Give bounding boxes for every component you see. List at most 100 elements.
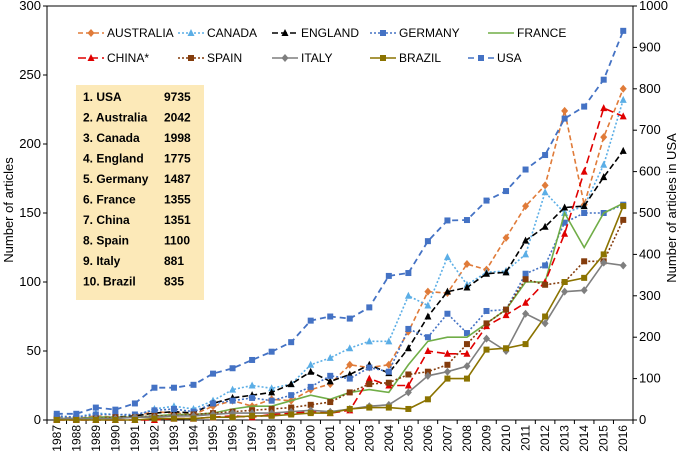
data-point-usa [483, 197, 490, 204]
data-point-australia [619, 84, 627, 93]
data-point-england [561, 203, 569, 211]
data-point-spain [346, 389, 353, 396]
legend-marker-italy [281, 54, 289, 62]
data-point-spain [581, 258, 588, 265]
series-usa [53, 27, 627, 417]
data-point-brazil [463, 375, 470, 382]
data-point-spain [444, 361, 451, 368]
y-axis-left-title: Number of articles [1, 157, 16, 263]
ranking-label: 4. England [83, 152, 144, 166]
data-point-canada [229, 385, 237, 393]
ranking-label: 5. Germany [83, 172, 149, 186]
data-point-usa [288, 339, 295, 346]
ranking-label: 3. Canada [83, 131, 140, 145]
data-point-usa [151, 384, 158, 391]
data-point-brazil [346, 405, 353, 412]
data-point-usa [229, 365, 236, 372]
data-point-germany [346, 375, 353, 382]
data-point-italy [522, 309, 530, 318]
data-point-brazil [542, 313, 549, 320]
legend-marker-usa [478, 55, 484, 61]
legend-item-france: FRANCE [488, 26, 566, 40]
data-point-china [580, 167, 588, 175]
data-point-china [502, 311, 510, 319]
data-point-england [404, 344, 412, 352]
legend-label-england: ENGLAND [301, 26, 359, 40]
x-tick-label: 1999 [284, 425, 298, 452]
x-tick-label: 2016 [616, 425, 630, 452]
y-axis-right-title: Number of articles in USA [664, 133, 679, 283]
legend-item-england: ENGLAND [272, 26, 359, 40]
data-point-italy [600, 258, 608, 267]
x-tick-label: 2015 [597, 425, 611, 452]
x-tick-label: 2006 [421, 425, 435, 452]
ranking-label: 10. Brazil [83, 275, 136, 289]
data-point-brazil [600, 251, 607, 258]
ranking-box: 1. USA 9735 2. Australia 2042 3. Canada 1998 4… [76, 85, 204, 300]
data-point-australia [424, 287, 432, 296]
x-tick-label: 2005 [401, 425, 415, 452]
legend-item-spain: SPAIN [178, 51, 242, 65]
data-point-brazil [385, 404, 392, 411]
y-left-tick-label: 0 [34, 412, 41, 427]
y-right-tick-label: 200 [639, 329, 661, 344]
series-line-england [56, 150, 624, 420]
data-point-england [619, 146, 627, 154]
data-point-brazil [73, 417, 80, 423]
data-point-usa [620, 27, 627, 34]
data-point-canada [365, 337, 373, 345]
legend-marker-germany [380, 30, 386, 36]
ranking-value: 1100 [164, 234, 190, 248]
data-point-germany [444, 310, 451, 317]
data-point-canada [424, 301, 432, 309]
data-point-england [522, 236, 530, 244]
data-point-usa [249, 356, 256, 363]
legend-label-australia: AUSTRALIA [107, 26, 174, 40]
data-point-usa [190, 381, 197, 388]
ranking-label: 6. France [83, 193, 136, 207]
x-tick-label: 1989 [89, 425, 103, 452]
data-point-australia [600, 133, 608, 142]
data-point-germany [385, 368, 392, 375]
data-point-england [541, 222, 549, 230]
y-left-tick-label: 300 [19, 0, 41, 13]
data-point-germany [92, 411, 99, 418]
legend-label-spain: SPAIN [207, 51, 242, 65]
data-point-usa [210, 370, 217, 377]
y-left-tick-label: 100 [19, 274, 41, 289]
data-point-canada [346, 344, 354, 352]
legend-marker-brazil [380, 55, 386, 61]
ranking-value: 2042 [164, 111, 191, 125]
data-point-china [522, 298, 530, 306]
data-point-england [600, 173, 608, 181]
data-point-spain [424, 368, 431, 375]
data-point-germany [249, 394, 256, 401]
y-right-tick-label: 1000 [639, 0, 668, 13]
data-point-china [424, 347, 432, 354]
data-point-australia [541, 181, 549, 190]
data-point-brazil [53, 417, 60, 423]
data-point-spain [327, 399, 334, 406]
data-point-spain [366, 381, 373, 388]
data-point-italy [561, 287, 569, 296]
data-point-canada [541, 188, 549, 196]
data-point-brazil [249, 412, 256, 419]
legend-marker-england [281, 29, 289, 36]
data-point-england [483, 269, 490, 277]
data-point-italy [541, 319, 549, 328]
data-point-canada [443, 253, 451, 261]
axes: 0 50 100 150 200 250 300 0 100 200 300 400 500 600 700… [19, 0, 668, 452]
data-point-china [619, 112, 627, 120]
data-point-brazil [151, 415, 158, 422]
x-tick-label: 1993 [167, 425, 181, 452]
series-line-france [56, 202, 624, 420]
data-point-brazil [483, 346, 490, 353]
data-point-spain [288, 404, 295, 411]
legend-item-canada: CANADA [178, 26, 257, 40]
ranking-value: 1487 [164, 172, 191, 186]
y-left-tick-label: 50 [27, 343, 41, 358]
data-point-england [307, 367, 315, 375]
legend-marker-australia [87, 29, 95, 37]
data-point-germany [288, 392, 295, 399]
